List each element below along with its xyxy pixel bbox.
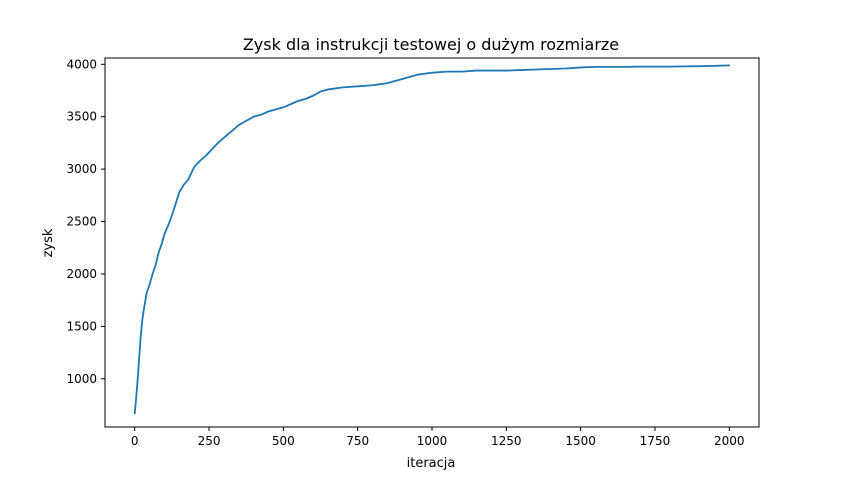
- x-tick-label: 1000: [417, 434, 448, 448]
- x-tick-label: 250: [198, 434, 221, 448]
- y-tick-label: 2500: [66, 215, 97, 229]
- y-tick-label: 4000: [66, 57, 97, 71]
- y-tick-label: 1000: [66, 372, 97, 386]
- plot-frame: [104, 57, 760, 428]
- y-axis-label: zysk: [41, 228, 56, 257]
- x-tick-label: 500: [272, 434, 295, 448]
- y-tick-label: 3500: [66, 110, 97, 124]
- x-tick-label: 0: [131, 434, 139, 448]
- series-line: [133, 64, 731, 415]
- x-tick-label: 750: [346, 434, 369, 448]
- x-tick-label: 2000: [714, 434, 745, 448]
- y-tick-label: 2000: [66, 267, 97, 281]
- x-tick-label: 1250: [491, 434, 522, 448]
- x-tick-label: 1750: [640, 434, 671, 448]
- y-tick-label: 1500: [66, 319, 97, 333]
- series-layer: [133, 64, 731, 415]
- x-axis: 0 250 500 750 1000 1250 1500 1750 2000: [131, 427, 745, 448]
- x-tick-label: 1500: [565, 434, 596, 448]
- chart-title: Zysk dla instrukcji testowej o dużym roz…: [243, 35, 619, 54]
- x-axis-label: iteracja: [407, 456, 456, 471]
- y-tick-label: 3000: [66, 162, 97, 176]
- y-axis: 1000 1500 2000 2500 3000 3500 4000: [66, 57, 105, 386]
